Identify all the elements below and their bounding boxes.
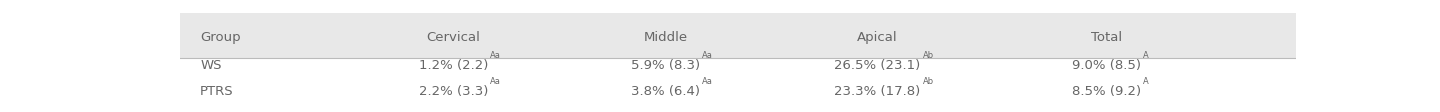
FancyBboxPatch shape: [180, 58, 1296, 100]
Text: 3.8% (6.4): 3.8% (6.4): [631, 85, 700, 98]
Text: Aa: Aa: [703, 50, 713, 59]
Text: Middle: Middle: [644, 31, 687, 44]
Text: A: A: [1143, 76, 1149, 85]
Text: Cervical: Cervical: [426, 31, 481, 44]
Text: 9.0% (8.5): 9.0% (8.5): [1071, 59, 1140, 72]
Text: WS: WS: [200, 59, 222, 72]
Text: Aa: Aa: [703, 76, 713, 85]
Text: A: A: [1143, 50, 1149, 59]
Text: 5.9% (8.3): 5.9% (8.3): [631, 59, 700, 72]
Text: Aa: Aa: [491, 76, 501, 85]
Text: Apical: Apical: [857, 31, 897, 44]
Text: 8.5% (9.2): 8.5% (9.2): [1071, 85, 1140, 98]
Text: 1.2% (2.2): 1.2% (2.2): [419, 59, 488, 72]
Text: 23.3% (17.8): 23.3% (17.8): [834, 85, 920, 98]
Text: 26.5% (23.1): 26.5% (23.1): [834, 59, 920, 72]
Text: PTRS: PTRS: [200, 85, 233, 98]
Text: Ab: Ab: [923, 50, 935, 59]
Text: 2.2% (3.3): 2.2% (3.3): [419, 85, 488, 98]
Text: Aa: Aa: [491, 50, 501, 59]
FancyBboxPatch shape: [180, 13, 1296, 58]
Text: Total: Total: [1090, 31, 1122, 44]
Text: Ab: Ab: [923, 76, 935, 85]
Text: Group: Group: [200, 31, 240, 44]
